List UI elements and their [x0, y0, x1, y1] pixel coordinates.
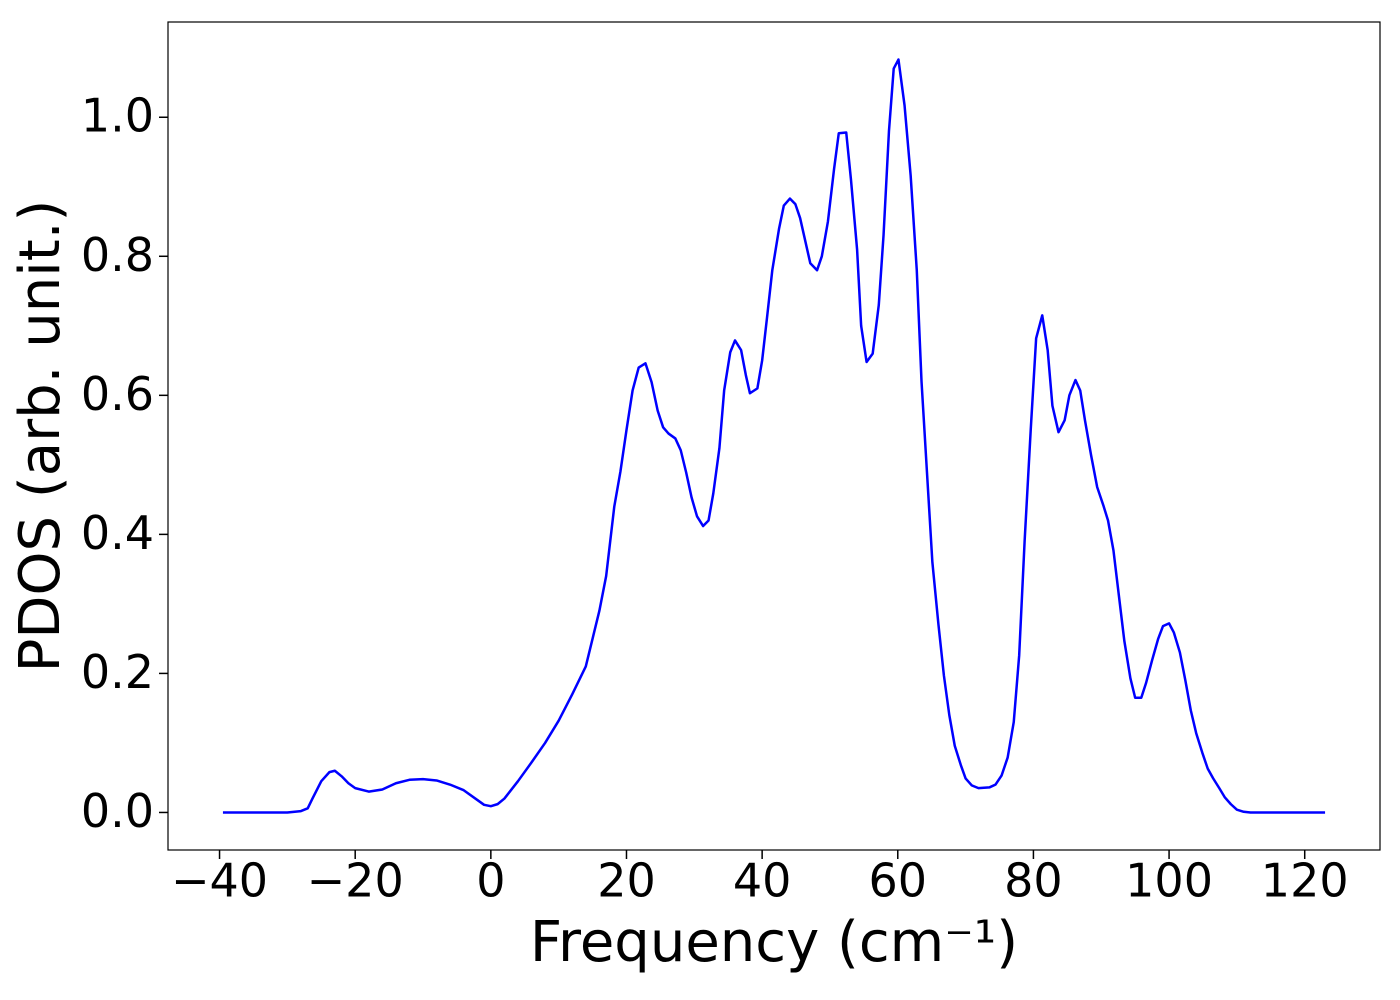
x-tick-label: −40	[171, 854, 268, 908]
y-tick-label: 0.6	[81, 367, 154, 421]
x-tick-label: 120	[1261, 854, 1349, 908]
x-tick-label: −20	[307, 854, 404, 908]
y-tick-label: 0.2	[81, 645, 154, 699]
y-tick-label: 0.4	[81, 506, 154, 560]
x-tick-label: 100	[1125, 854, 1213, 908]
y-tick-label: 1.0	[81, 89, 154, 143]
x-tick-label: 40	[733, 854, 792, 908]
y-tick-label: 0.8	[81, 228, 154, 282]
data-line	[222, 58, 1326, 814]
x-tick-label: 0	[476, 854, 505, 908]
y-tick-label: 0.0	[81, 784, 154, 838]
x-tick-label: 20	[597, 854, 656, 908]
y-axis-label: PDOS (arb. unit.)	[8, 200, 73, 673]
x-axis-label: Frequency (cm⁻¹)	[530, 910, 1018, 975]
x-tick-label: 60	[869, 854, 928, 908]
x-tick-label: 80	[1004, 854, 1063, 908]
plot-frame	[167, 21, 1381, 851]
